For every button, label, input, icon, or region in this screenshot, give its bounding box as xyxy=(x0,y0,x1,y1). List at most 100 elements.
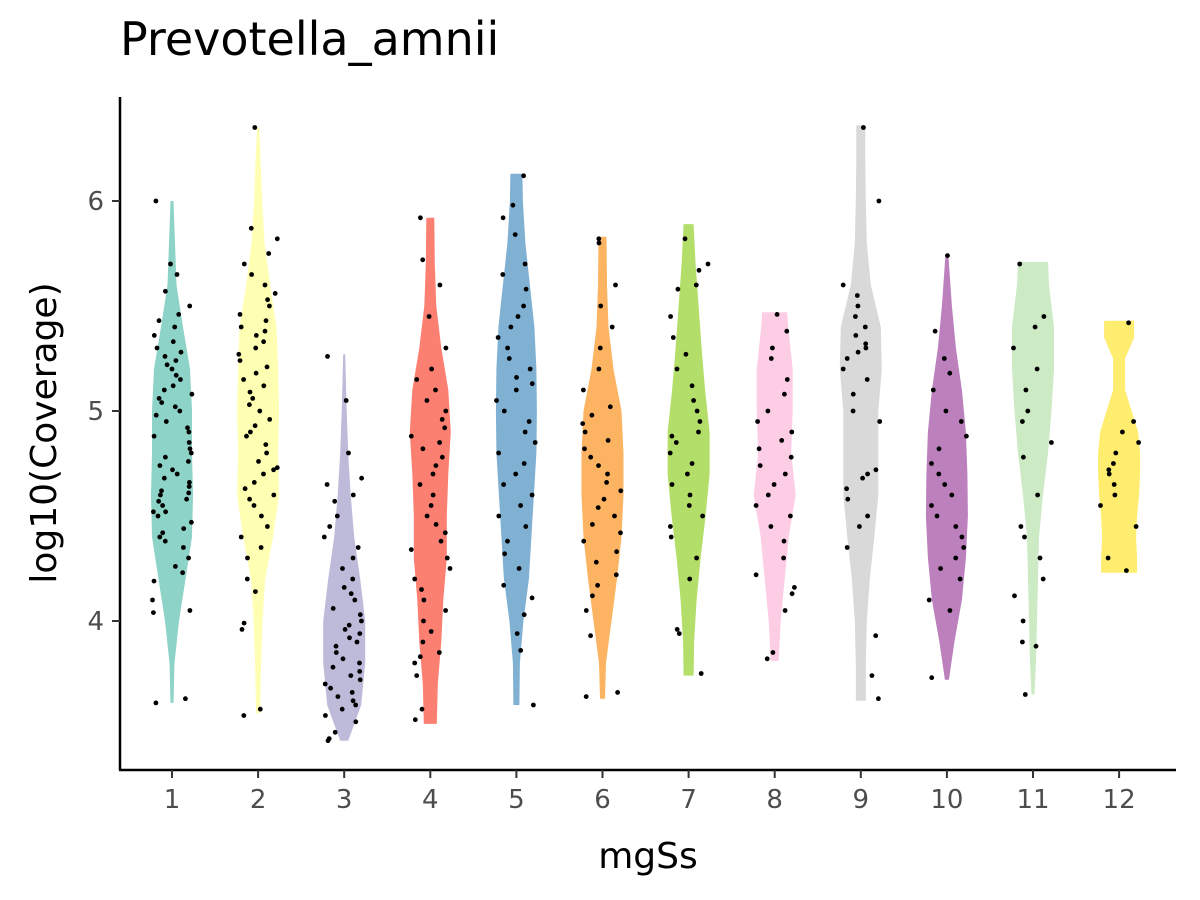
data-point xyxy=(694,555,699,561)
data-point xyxy=(414,377,420,382)
data-point xyxy=(157,534,163,540)
data-point xyxy=(961,545,967,550)
chart-title: Prevotella_amnii xyxy=(120,12,500,66)
data-point xyxy=(673,440,679,445)
data-point xyxy=(238,534,244,540)
data-point xyxy=(426,314,432,319)
data-point xyxy=(178,349,184,355)
data-point xyxy=(249,272,255,277)
data-point xyxy=(274,465,280,471)
data-point xyxy=(412,717,418,723)
data-point xyxy=(873,633,879,639)
data-point xyxy=(443,345,449,351)
data-point xyxy=(418,215,423,221)
data-point xyxy=(521,461,527,466)
data-point xyxy=(438,538,444,544)
data-point xyxy=(173,358,179,363)
data-point xyxy=(250,396,256,401)
data-point xyxy=(514,631,520,636)
data-point xyxy=(163,454,168,460)
data-point xyxy=(860,475,865,481)
data-point xyxy=(1020,639,1025,645)
data-point xyxy=(153,700,159,706)
data-point xyxy=(420,446,426,452)
y-tick-label: 6 xyxy=(87,187,104,217)
data-point xyxy=(1022,692,1028,697)
data-point xyxy=(521,173,526,179)
data-point xyxy=(508,324,514,330)
data-point xyxy=(1106,471,1112,477)
data-point xyxy=(265,524,270,529)
data-point xyxy=(271,467,276,473)
data-point xyxy=(932,328,938,334)
data-point xyxy=(959,534,965,540)
data-point xyxy=(596,463,601,468)
data-point xyxy=(582,429,588,435)
data-point xyxy=(357,631,363,636)
data-point xyxy=(930,387,936,393)
data-point xyxy=(696,267,702,273)
data-point xyxy=(1034,366,1040,372)
data-point xyxy=(436,650,442,655)
data-point xyxy=(350,555,356,561)
data-point xyxy=(353,702,359,708)
data-point xyxy=(687,576,693,582)
data-point xyxy=(942,482,948,487)
data-point xyxy=(433,463,439,468)
data-point xyxy=(1017,261,1023,267)
data-point xyxy=(156,318,162,324)
y-tick-label: 5 xyxy=(87,397,104,427)
data-point xyxy=(1111,482,1117,487)
data-point xyxy=(853,314,858,319)
data-point xyxy=(1032,324,1038,330)
data-point xyxy=(844,486,849,492)
data-point xyxy=(408,433,414,439)
violin-group-6 xyxy=(581,236,624,699)
data-point xyxy=(947,370,953,376)
data-point xyxy=(443,608,448,613)
data-point xyxy=(693,282,699,288)
violin-group-12 xyxy=(1098,320,1141,573)
data-point xyxy=(355,545,361,550)
data-point xyxy=(187,480,192,485)
data-point xyxy=(1021,454,1026,460)
data-point xyxy=(596,240,602,246)
data-point xyxy=(349,690,355,695)
data-point xyxy=(332,498,338,504)
data-point xyxy=(353,719,359,725)
violin-group-9 xyxy=(839,125,882,701)
data-point xyxy=(501,482,506,487)
data-point xyxy=(176,312,182,317)
data-point xyxy=(264,450,269,456)
data-point xyxy=(674,366,680,372)
data-point xyxy=(1022,534,1027,540)
data-point xyxy=(433,387,438,393)
data-point xyxy=(322,681,328,687)
data-point xyxy=(437,440,442,445)
data-point xyxy=(514,375,519,380)
data-point xyxy=(162,538,168,544)
data-point xyxy=(158,492,163,498)
data-point xyxy=(1037,555,1043,561)
data-point xyxy=(181,526,187,531)
x-tick-label: 9 xyxy=(853,785,870,815)
data-point xyxy=(757,463,763,468)
data-point xyxy=(494,398,499,403)
data-point xyxy=(253,370,259,376)
data-point xyxy=(1111,461,1116,466)
data-point xyxy=(505,538,510,544)
data-point xyxy=(668,524,673,529)
data-point xyxy=(183,696,188,702)
data-point xyxy=(326,736,332,741)
data-point xyxy=(172,404,178,410)
data-point xyxy=(357,660,362,666)
data-point xyxy=(774,312,780,317)
data-point xyxy=(604,480,609,485)
data-point xyxy=(854,293,860,298)
data-point xyxy=(864,377,870,382)
data-point xyxy=(172,324,178,330)
data-point xyxy=(936,446,942,452)
data-point xyxy=(1113,450,1119,456)
data-point xyxy=(340,656,346,662)
